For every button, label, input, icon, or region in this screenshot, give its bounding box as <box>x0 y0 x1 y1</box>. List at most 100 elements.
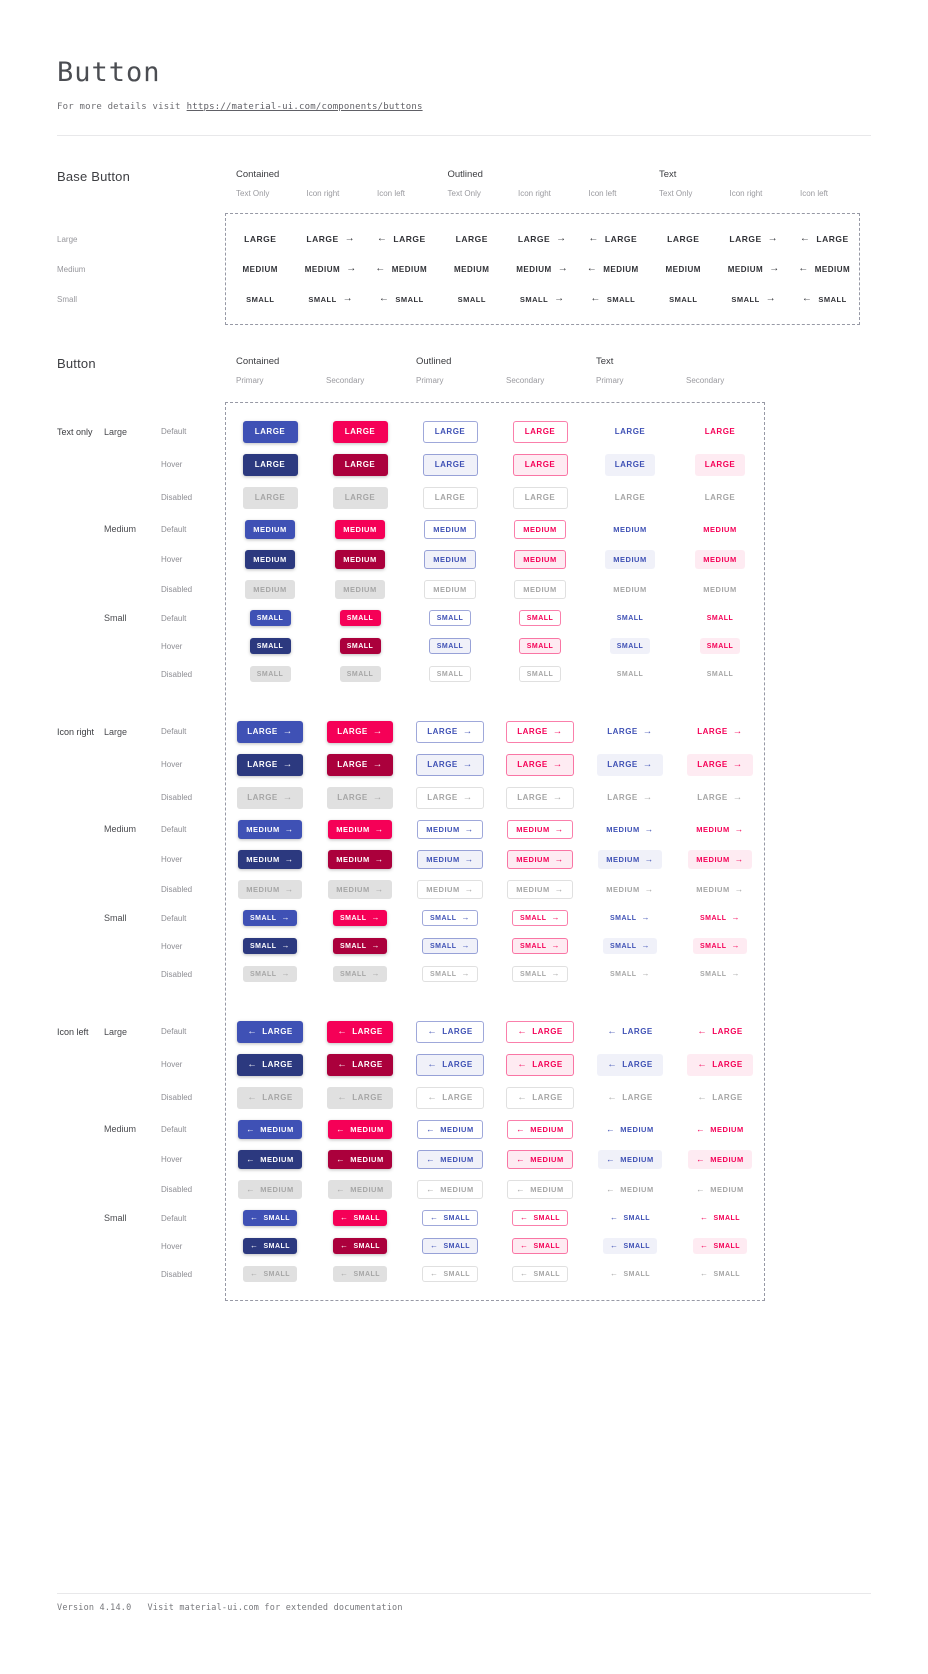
button-outlined-secondary-disabled[interactable]: SMALL → <box>511 966 569 982</box>
button-outlined-primary-default[interactable]: LARGE → <box>416 720 484 743</box>
button-text-secondary-disabled[interactable]: ← SMALL <box>693 1266 747 1282</box>
button-contained-primary-disabled[interactable]: ← MEDIUM <box>238 1179 302 1199</box>
button-contained-secondary-hover[interactable]: MEDIUM <box>335 549 385 569</box>
button-outlined-secondary-default[interactable]: LARGE <box>512 420 568 443</box>
button-outlined-secondary-hover[interactable]: ← SMALL <box>511 1238 569 1254</box>
button-outlined-primary-hover[interactable]: ← MEDIUM <box>417 1149 483 1169</box>
button-text-secondary-default[interactable]: SMALL → <box>693 910 747 926</box>
button-contained-primary-hover[interactable]: LARGE → <box>237 753 303 776</box>
button-contained-secondary-hover[interactable]: SMALL → <box>332 938 388 954</box>
button-text-secondary-hover[interactable]: MEDIUM <box>695 549 745 569</box>
base-button[interactable]: MEDIUM → <box>728 264 780 274</box>
button-contained-secondary-default[interactable]: SMALL <box>339 610 381 626</box>
button-text-secondary-default[interactable]: ← MEDIUM <box>688 1120 751 1139</box>
button-outlined-primary-default[interactable]: ← LARGE <box>416 1020 484 1043</box>
button-outlined-secondary-disabled[interactable]: ← LARGE <box>506 1086 574 1109</box>
button-contained-secondary-hover[interactable]: MEDIUM → <box>328 849 392 869</box>
button-text-secondary-disabled[interactable]: ← LARGE <box>687 1087 753 1109</box>
base-button[interactable]: MEDIUM <box>243 265 278 274</box>
button-contained-secondary-disabled[interactable]: ← SMALL <box>332 1266 388 1282</box>
button-text-primary-hover[interactable]: LARGE → <box>597 753 663 776</box>
button-contained-secondary-disabled[interactable]: LARGE → <box>327 786 393 809</box>
button-outlined-secondary-hover[interactable]: ← LARGE <box>506 1053 574 1076</box>
button-text-secondary-hover[interactable]: SMALL → <box>692 938 748 954</box>
button-outlined-secondary-default[interactable]: ← SMALL <box>511 1210 569 1226</box>
button-contained-primary-hover[interactable]: MEDIUM <box>245 549 295 569</box>
button-text-secondary-default[interactable]: LARGE → <box>687 721 753 743</box>
button-outlined-secondary-disabled[interactable]: SMALL <box>518 666 562 682</box>
button-text-primary-disabled[interactable]: MEDIUM <box>605 580 654 599</box>
button-outlined-primary-default[interactable]: MEDIUM → <box>417 819 483 839</box>
button-contained-primary-hover[interactable]: SMALL → <box>242 938 298 954</box>
button-outlined-primary-disabled[interactable]: MEDIUM <box>424 579 476 599</box>
button-outlined-secondary-default[interactable]: SMALL → <box>511 910 569 926</box>
button-text-secondary-disabled[interactable]: SMALL → <box>693 966 747 982</box>
base-button[interactable]: LARGE <box>667 234 699 244</box>
button-outlined-primary-disabled[interactable]: SMALL <box>428 666 472 682</box>
button-outlined-primary-disabled[interactable]: LARGE <box>422 486 478 509</box>
button-contained-secondary-hover[interactable]: ← LARGE <box>327 1053 393 1076</box>
button-text-primary-hover[interactable]: SMALL <box>609 638 651 654</box>
button-outlined-primary-hover[interactable]: MEDIUM → <box>417 849 483 869</box>
button-contained-primary-hover[interactable]: ← MEDIUM <box>238 1149 302 1169</box>
button-text-primary-disabled[interactable]: ← LARGE <box>597 1087 663 1109</box>
button-contained-secondary-disabled[interactable]: LARGE <box>332 486 388 509</box>
base-button[interactable]: SMALL <box>669 295 697 304</box>
button-outlined-primary-default[interactable]: SMALL <box>428 610 472 626</box>
button-text-secondary-default[interactable]: LARGE <box>695 421 746 443</box>
button-contained-primary-hover[interactable]: LARGE <box>242 453 298 476</box>
button-contained-primary-disabled[interactable]: ← LARGE <box>237 1086 303 1109</box>
button-text-secondary-hover[interactable]: ← LARGE <box>687 1053 753 1076</box>
button-outlined-secondary-hover[interactable]: ← MEDIUM <box>507 1149 573 1169</box>
base-button[interactable]: LARGE → <box>306 234 355 245</box>
button-outlined-secondary-disabled[interactable]: ← MEDIUM <box>507 1179 573 1199</box>
button-contained-secondary-disabled[interactable]: ← LARGE <box>327 1086 393 1109</box>
button-text-primary-default[interactable]: MEDIUM <box>605 520 654 539</box>
button-text-primary-default[interactable]: LARGE → <box>597 721 663 743</box>
button-contained-primary-disabled[interactable]: SMALL → <box>242 966 298 982</box>
button-contained-secondary-hover[interactable]: LARGE → <box>327 753 393 776</box>
button-text-secondary-default[interactable]: MEDIUM <box>695 520 744 539</box>
button-contained-secondary-hover[interactable]: ← MEDIUM <box>328 1149 392 1169</box>
button-text-primary-default[interactable]: ← SMALL <box>603 1210 657 1226</box>
base-button[interactable]: ← LARGE <box>588 234 637 245</box>
button-text-secondary-disabled[interactable]: SMALL <box>700 666 741 682</box>
button-text-primary-hover[interactable]: MEDIUM <box>605 549 655 569</box>
button-text-primary-hover[interactable]: LARGE <box>604 453 656 476</box>
button-contained-primary-hover[interactable]: ← LARGE <box>237 1053 303 1076</box>
base-button[interactable]: ← SMALL <box>802 294 847 304</box>
base-button[interactable]: ← MEDIUM <box>587 264 639 274</box>
button-contained-primary-disabled[interactable]: MEDIUM <box>245 579 295 599</box>
button-outlined-primary-default[interactable]: ← MEDIUM <box>417 1119 483 1139</box>
button-text-primary-disabled[interactable]: LARGE → <box>597 787 663 809</box>
button-text-secondary-default[interactable]: MEDIUM → <box>688 820 751 839</box>
button-text-primary-default[interactable]: LARGE <box>605 421 656 443</box>
base-button[interactable]: ← LARGE <box>377 234 426 245</box>
button-text-primary-disabled[interactable]: ← MEDIUM <box>598 1180 661 1199</box>
button-text-primary-hover[interactable]: MEDIUM → <box>598 849 662 869</box>
base-button[interactable]: ← MEDIUM <box>798 264 850 274</box>
button-text-primary-disabled[interactable]: SMALL → <box>603 966 657 982</box>
button-contained-secondary-default[interactable]: LARGE → <box>327 720 393 743</box>
button-text-primary-disabled[interactable]: MEDIUM → <box>598 880 661 899</box>
button-contained-secondary-default[interactable]: ← SMALL <box>332 1210 388 1226</box>
button-text-primary-default[interactable]: MEDIUM → <box>598 820 661 839</box>
button-outlined-primary-hover[interactable]: LARGE <box>422 453 478 476</box>
base-button[interactable]: MEDIUM <box>454 265 489 274</box>
button-outlined-secondary-hover[interactable]: LARGE → <box>506 753 574 776</box>
button-outlined-primary-disabled[interactable]: ← LARGE <box>416 1086 484 1109</box>
base-button[interactable]: LARGE → <box>729 234 778 245</box>
button-contained-secondary-default[interactable]: ← LARGE <box>327 1020 393 1043</box>
button-contained-secondary-hover[interactable]: SMALL <box>339 638 381 654</box>
button-outlined-secondary-disabled[interactable]: MEDIUM → <box>507 879 573 899</box>
button-text-primary-disabled[interactable]: ← SMALL <box>603 1266 657 1282</box>
button-text-secondary-default[interactable]: ← SMALL <box>693 1210 747 1226</box>
button-outlined-primary-hover[interactable]: ← SMALL <box>421 1238 479 1254</box>
button-outlined-secondary-default[interactable]: MEDIUM → <box>507 819 573 839</box>
base-button[interactable]: ← MEDIUM <box>375 264 427 274</box>
button-contained-secondary-disabled[interactable]: SMALL → <box>332 966 388 982</box>
button-text-primary-default[interactable]: ← LARGE <box>597 1021 663 1043</box>
button-contained-secondary-default[interactable]: ← MEDIUM <box>328 1119 392 1139</box>
button-outlined-secondary-disabled[interactable]: LARGE → <box>506 786 574 809</box>
button-contained-secondary-hover[interactable]: ← SMALL <box>332 1238 388 1254</box>
